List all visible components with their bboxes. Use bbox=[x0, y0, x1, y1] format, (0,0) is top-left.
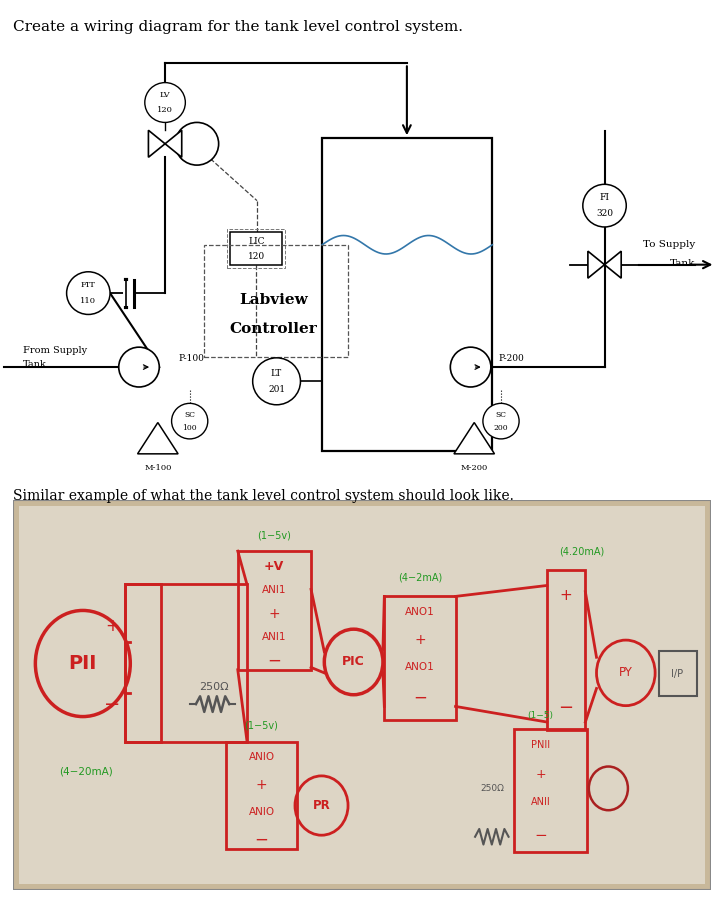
Text: −: − bbox=[534, 828, 547, 842]
Text: (4−20mA): (4−20mA) bbox=[59, 766, 113, 776]
Bar bbox=[514, 729, 587, 852]
Text: (1−5v): (1−5v) bbox=[245, 721, 279, 731]
Text: I/P: I/P bbox=[671, 668, 683, 679]
Text: To Supply: To Supply bbox=[643, 240, 695, 249]
Text: −: − bbox=[104, 694, 120, 714]
Text: +: + bbox=[535, 768, 546, 780]
Text: ANII: ANII bbox=[531, 797, 550, 806]
Text: PY: PY bbox=[619, 666, 633, 679]
Text: LT: LT bbox=[271, 369, 282, 378]
Text: +: + bbox=[256, 779, 267, 792]
Text: ANO1: ANO1 bbox=[405, 662, 435, 672]
Bar bbox=[322, 245, 492, 451]
Text: −: − bbox=[413, 689, 427, 707]
Polygon shape bbox=[588, 251, 605, 278]
Text: ANI1: ANI1 bbox=[262, 632, 286, 642]
Text: +: + bbox=[560, 588, 572, 603]
Text: (4−2mA): (4−2mA) bbox=[397, 572, 442, 583]
Circle shape bbox=[583, 184, 626, 227]
Circle shape bbox=[175, 122, 219, 165]
Circle shape bbox=[483, 404, 519, 439]
Circle shape bbox=[172, 404, 208, 439]
Circle shape bbox=[67, 272, 110, 315]
Text: +: + bbox=[269, 606, 280, 621]
Text: 201: 201 bbox=[268, 385, 285, 394]
Text: SC: SC bbox=[495, 411, 507, 419]
Text: FI: FI bbox=[599, 194, 610, 203]
Text: ANO1: ANO1 bbox=[405, 607, 435, 617]
Text: PR: PR bbox=[313, 799, 330, 812]
Text: LV: LV bbox=[160, 91, 170, 100]
Text: +V: +V bbox=[264, 561, 285, 573]
Bar bbox=[226, 742, 297, 849]
Text: Similar example of what the tank level control system should look like.: Similar example of what the tank level c… bbox=[13, 489, 514, 503]
Text: ANIO: ANIO bbox=[248, 753, 274, 762]
Bar bbox=[384, 597, 455, 719]
Text: Create a wiring diagram for the tank level control system.: Create a wiring diagram for the tank lev… bbox=[13, 20, 463, 34]
Circle shape bbox=[119, 347, 159, 387]
Text: P-100: P-100 bbox=[179, 354, 205, 363]
Bar bbox=[322, 245, 492, 451]
Polygon shape bbox=[148, 130, 165, 157]
Text: ANIO: ANIO bbox=[248, 806, 274, 817]
Text: Labview: Labview bbox=[240, 293, 308, 308]
Text: Tank: Tank bbox=[23, 360, 47, 369]
Text: SC: SC bbox=[184, 411, 195, 419]
Text: (1−5): (1−5) bbox=[528, 711, 554, 720]
Text: +: + bbox=[414, 633, 426, 647]
Text: 320: 320 bbox=[596, 209, 613, 218]
Polygon shape bbox=[138, 422, 178, 454]
Polygon shape bbox=[454, 422, 494, 454]
Text: −: − bbox=[255, 831, 269, 849]
Bar bbox=[659, 651, 697, 696]
Text: PII: PII bbox=[69, 654, 97, 673]
Text: Controller: Controller bbox=[230, 322, 318, 335]
Circle shape bbox=[253, 358, 300, 405]
Text: 120: 120 bbox=[157, 106, 173, 114]
Text: 200: 200 bbox=[494, 423, 508, 431]
Text: P-200: P-200 bbox=[498, 354, 524, 363]
Bar bbox=[125, 584, 161, 742]
Text: 120: 120 bbox=[248, 252, 265, 261]
Text: 100: 100 bbox=[182, 423, 197, 431]
Text: 250Ω: 250Ω bbox=[480, 784, 504, 793]
Bar bbox=[547, 570, 585, 730]
Text: Figure 1:  P&ID of Tank Level Control: Figure 1: P&ID of Tank Level Control bbox=[234, 500, 490, 513]
Bar bbox=[230, 232, 282, 265]
Text: PNII: PNII bbox=[531, 740, 550, 750]
Text: M-200: M-200 bbox=[460, 464, 488, 472]
Bar bbox=[227, 229, 285, 267]
Bar bbox=[237, 551, 311, 670]
Circle shape bbox=[450, 347, 491, 387]
Polygon shape bbox=[165, 130, 182, 157]
Text: From Supply: From Supply bbox=[23, 345, 88, 354]
Text: 110: 110 bbox=[80, 297, 96, 305]
Polygon shape bbox=[605, 251, 621, 278]
Text: LIC: LIC bbox=[248, 237, 264, 246]
Bar bbox=[125, 584, 247, 742]
Text: (4.20mA): (4.20mA) bbox=[559, 547, 605, 557]
Circle shape bbox=[145, 83, 185, 122]
Bar bbox=[204, 245, 348, 357]
Text: −: − bbox=[267, 651, 281, 669]
Text: 250Ω: 250Ω bbox=[199, 682, 229, 692]
Text: M-100: M-100 bbox=[144, 464, 172, 472]
Text: Tank: Tank bbox=[670, 258, 695, 267]
Text: +: + bbox=[105, 617, 119, 635]
Text: ANI1: ANI1 bbox=[262, 585, 286, 595]
Text: −: − bbox=[558, 699, 573, 717]
Text: FIT: FIT bbox=[81, 282, 96, 290]
Text: (1−5v): (1−5v) bbox=[257, 530, 291, 541]
Bar bbox=[322, 138, 492, 451]
Text: PIC: PIC bbox=[342, 656, 365, 668]
